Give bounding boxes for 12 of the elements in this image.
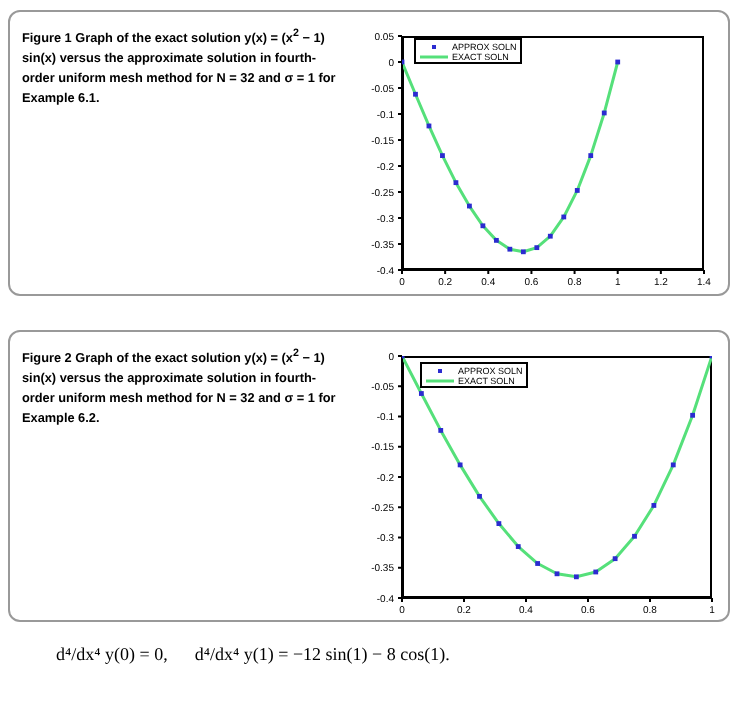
line-series: [402, 356, 712, 579]
point: [493, 237, 499, 243]
point: [612, 556, 618, 562]
point: [573, 574, 579, 580]
point: [690, 412, 696, 418]
line-series: [402, 60, 620, 254]
point: [480, 223, 486, 229]
point: [520, 249, 526, 255]
text: d⁴/dx⁴ y(0) = 0, d⁴/dx⁴ y(1) = −12 sin(1) − 8 cos(1).: [56, 644, 450, 664]
point: [534, 245, 540, 251]
point: [507, 246, 513, 252]
point: [547, 233, 553, 239]
